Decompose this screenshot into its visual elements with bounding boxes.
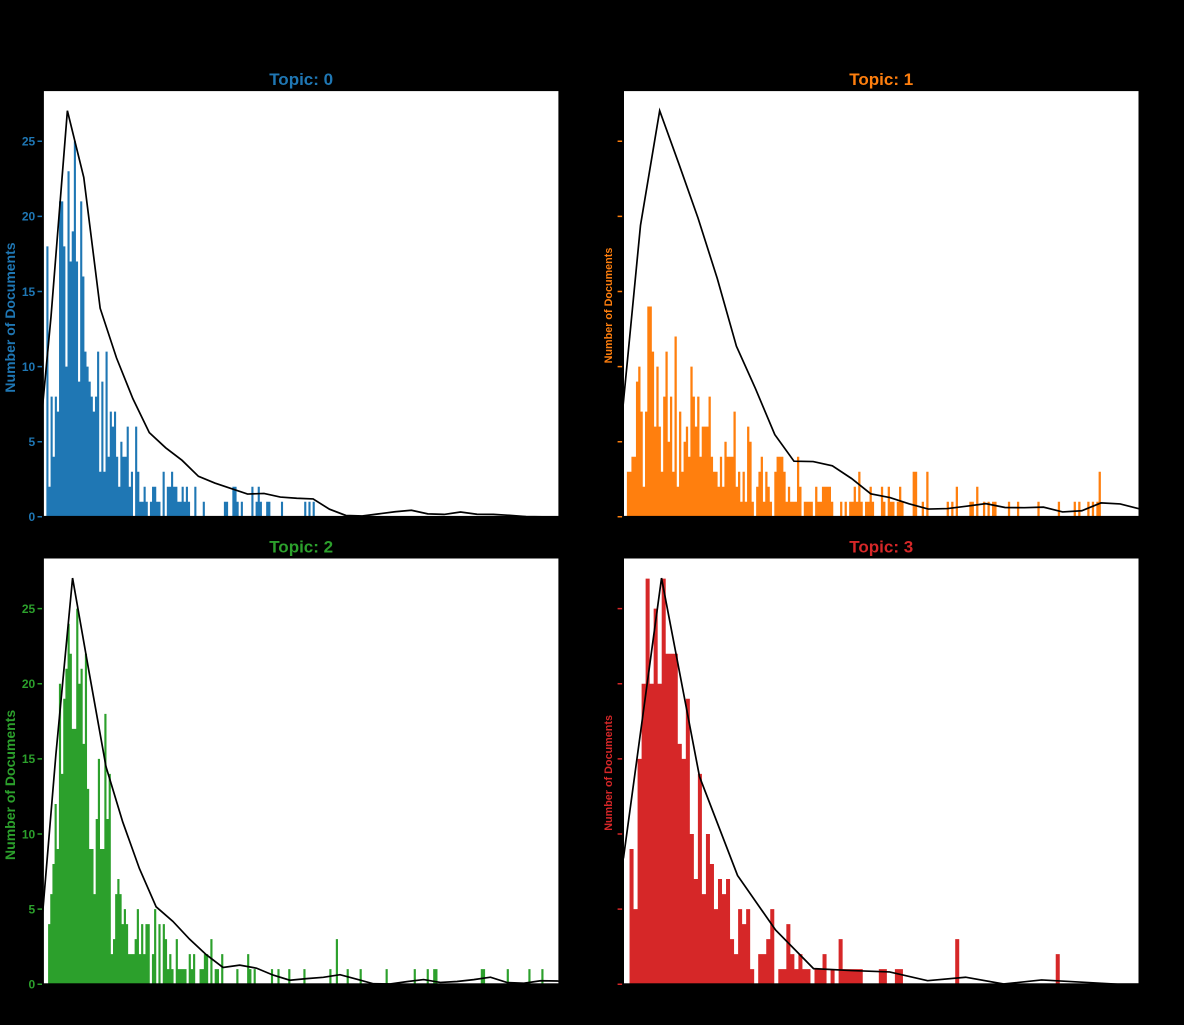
- svg-text:0: 0: [29, 510, 36, 524]
- svg-text:Number of Documents: Number of Documents: [2, 710, 18, 860]
- svg-text:25: 25: [22, 602, 36, 616]
- svg-text:5: 5: [29, 435, 36, 449]
- svg-text:Topic: 3: Topic: 3: [849, 538, 913, 557]
- svg-text:25: 25: [22, 135, 36, 149]
- svg-text:15: 15: [22, 285, 36, 299]
- svg-text:Topic: 2: Topic: 2: [269, 538, 333, 557]
- svg-text:Topic: 1: Topic: 1: [849, 70, 913, 89]
- svg-text:5: 5: [29, 902, 36, 916]
- svg-text:10: 10: [22, 360, 36, 374]
- svg-text:Number of Documents: Number of Documents: [603, 715, 615, 831]
- svg-text:Topic: 0: Topic: 0: [269, 70, 333, 89]
- svg-text:15: 15: [22, 752, 36, 766]
- svg-text:Number of Documents: Number of Documents: [603, 248, 615, 364]
- svg-text:20: 20: [22, 677, 36, 691]
- svg-text:10: 10: [22, 827, 36, 841]
- svg-text:Number of Documents: Number of Documents: [2, 242, 18, 392]
- svg-text:0: 0: [29, 978, 36, 992]
- svg-text:20: 20: [22, 210, 36, 224]
